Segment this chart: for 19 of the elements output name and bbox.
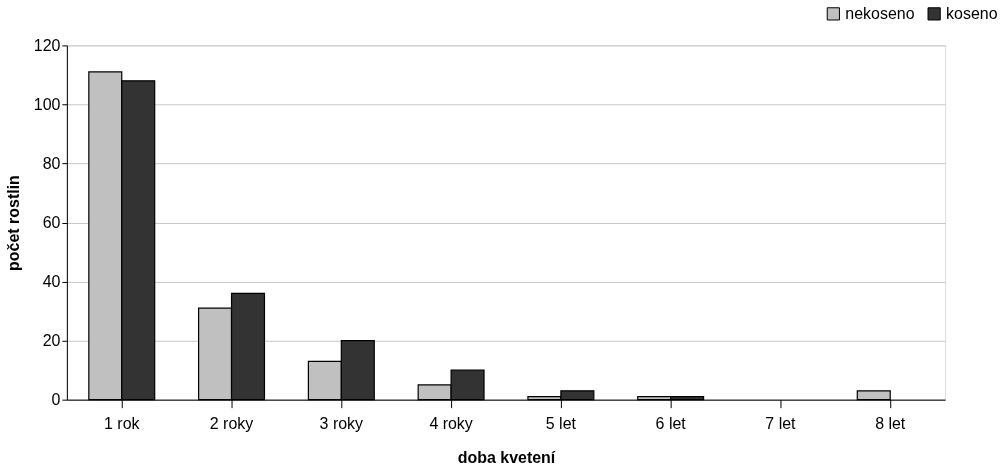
y-tick-label: 100 (33, 95, 61, 113)
y-axis-title: počet rostlin (4, 175, 22, 271)
y-tick-label: 80 (42, 154, 61, 172)
x-tick-label: 7 let (765, 415, 797, 433)
x-tick-label: 6 let (655, 415, 687, 433)
y-tick-label: 60 (42, 214, 61, 232)
legend-label: koseno (946, 4, 998, 22)
x-tick-label: 2 roky (209, 415, 254, 433)
y-tick-label: 0 (51, 391, 61, 409)
x-tick-label: 8 let (875, 415, 906, 433)
x-axis-title: doba kvetení (457, 449, 556, 467)
x-tick-label: 4 roky (429, 415, 473, 433)
y-tick-label: 40 (42, 273, 61, 291)
legend-label: nekoseno (845, 4, 915, 22)
x-tick-label: 3 roky (319, 415, 364, 433)
y-tick-label: 120 (33, 36, 61, 54)
y-tick-label: 20 (42, 332, 61, 350)
x-tick-label: 1 rok (104, 415, 140, 433)
x-tick-label: 5 let (545, 415, 577, 433)
